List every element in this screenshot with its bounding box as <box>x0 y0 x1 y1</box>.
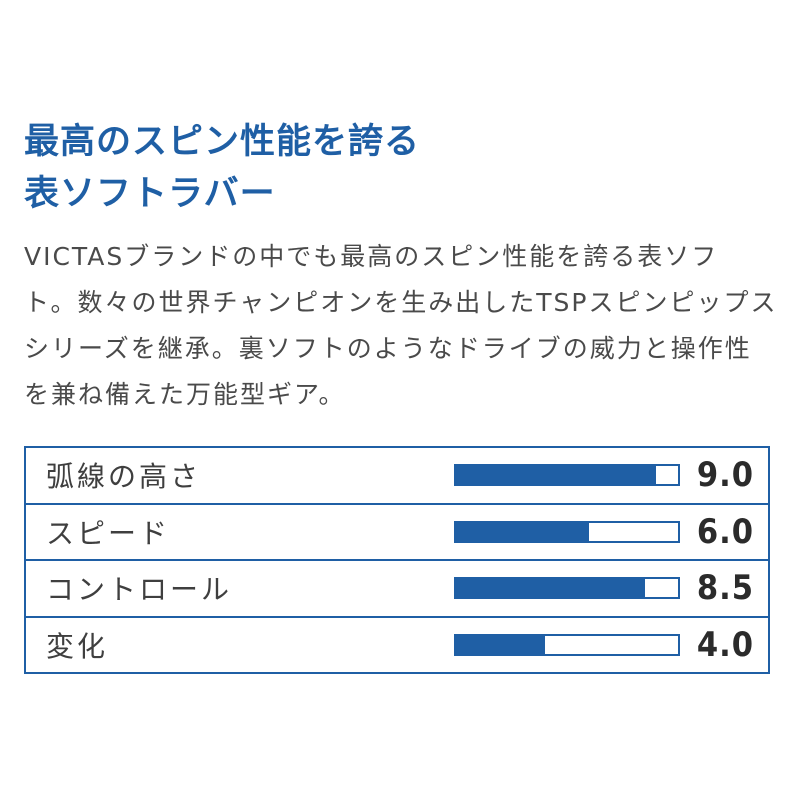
rating-value: 4.0 <box>696 624 754 665</box>
rating-row-speed: スピード 6.0 <box>26 505 768 561</box>
product-description: VICTASブランドの中でも最高のスピン性能を誇る表ソフ ト。数々の世界チャンピ… <box>24 234 780 418</box>
headline: 最高のスピン性能を誇る 表ソフトラバー <box>24 116 764 220</box>
rating-bar-fill <box>456 522 590 541</box>
description-line-1: VICTASブランドの中でも最高のスピン性能を誇る表ソフ <box>24 242 719 271</box>
description-line-4: を兼ね備えた万能型ギア。 <box>24 380 346 409</box>
rating-label: 弧線の高さ <box>46 460 202 494</box>
rating-bar-fill <box>456 466 656 485</box>
description-line-2: ト。数々の世界チャンピオンを生み出したTSPスピンピップス <box>24 288 778 317</box>
rating-value: 8.5 <box>696 568 754 609</box>
rating-label: コントロール <box>46 573 233 607</box>
rating-bar <box>454 633 680 656</box>
rating-row-variation: 変化 4.0 <box>26 618 768 673</box>
rating-label: スピード <box>46 516 171 550</box>
rating-value: 6.0 <box>696 511 754 552</box>
rating-bar <box>454 464 680 487</box>
rating-bar <box>454 577 680 600</box>
rating-bar-fill <box>456 635 545 654</box>
rating-row-control: コントロール 8.5 <box>26 561 768 618</box>
rating-bar-fill <box>456 579 645 598</box>
headline-line-2: 表ソフトラバー <box>24 174 276 214</box>
rating-value: 9.0 <box>696 455 754 496</box>
performance-ratings-table: 弧線の高さ 9.0 スピード 6.0 コントロール 8.5 変化 4.0 <box>24 446 770 674</box>
rating-label: 変化 <box>46 629 109 663</box>
rating-row-arc-height: 弧線の高さ 9.0 <box>26 448 768 505</box>
headline-line-1: 最高のスピン性能を誇る <box>24 122 421 162</box>
description-line-3: シリーズを継承。裏ソフトのようなドライブの威力と操作性 <box>24 334 752 363</box>
rating-bar <box>454 520 680 543</box>
